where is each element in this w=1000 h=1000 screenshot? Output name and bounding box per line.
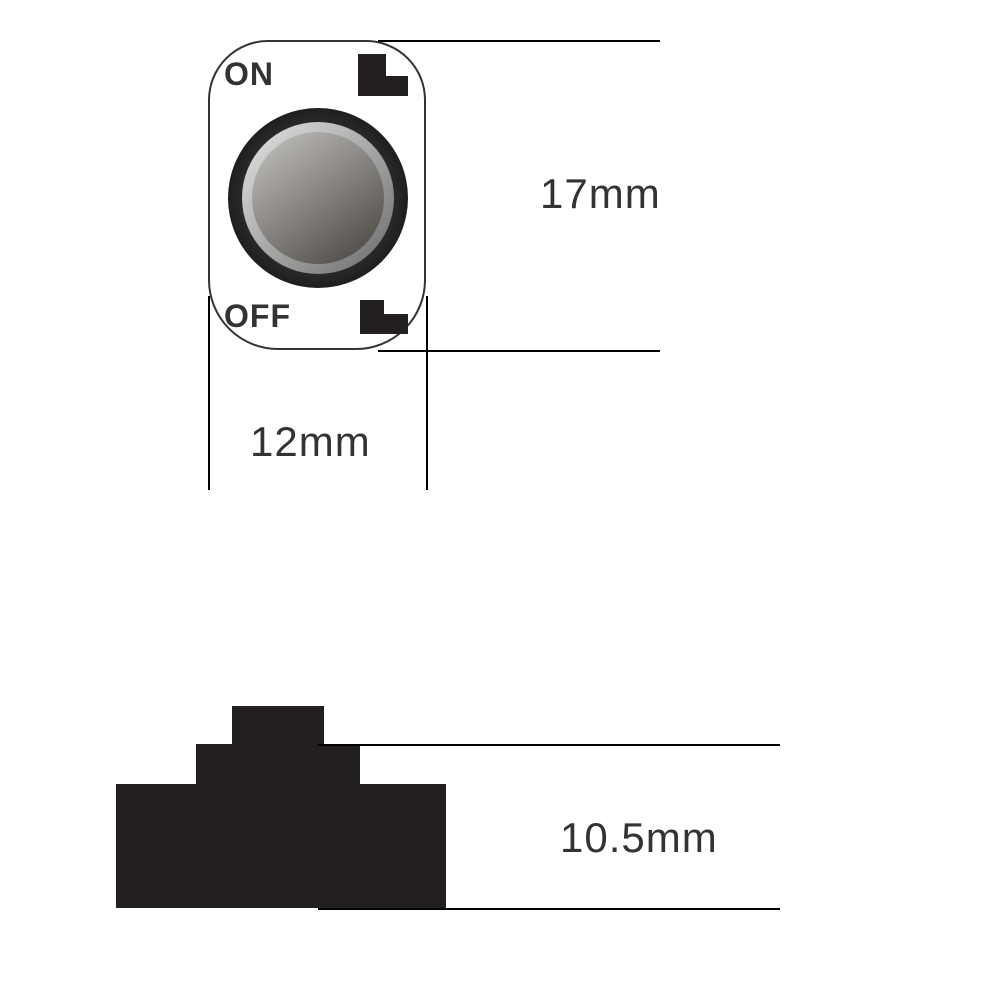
side-view-stem xyxy=(232,706,324,744)
dim-10p5-label: 10.5mm xyxy=(560,814,718,862)
off-position-icon xyxy=(336,300,416,336)
push-button-icon xyxy=(226,106,410,290)
dim-12-line-left xyxy=(208,296,210,490)
side-view-step xyxy=(196,744,360,784)
technical-diagram: ON OFF 17mm xyxy=(0,0,1000,1000)
dim-12-label: 12mm xyxy=(250,418,371,466)
off-label: OFF xyxy=(224,298,291,335)
dim-12-line-right xyxy=(426,296,428,490)
on-position-icon xyxy=(336,54,416,98)
on-label: ON xyxy=(224,56,274,93)
dim-10p5-line-bottom xyxy=(318,908,780,910)
dim-17-label: 17mm xyxy=(540,170,661,218)
dim-17-line-bottom xyxy=(378,350,660,352)
side-view-base xyxy=(116,784,446,908)
dim-10p5-line-top xyxy=(318,744,780,746)
dim-17-line-top xyxy=(378,40,660,42)
